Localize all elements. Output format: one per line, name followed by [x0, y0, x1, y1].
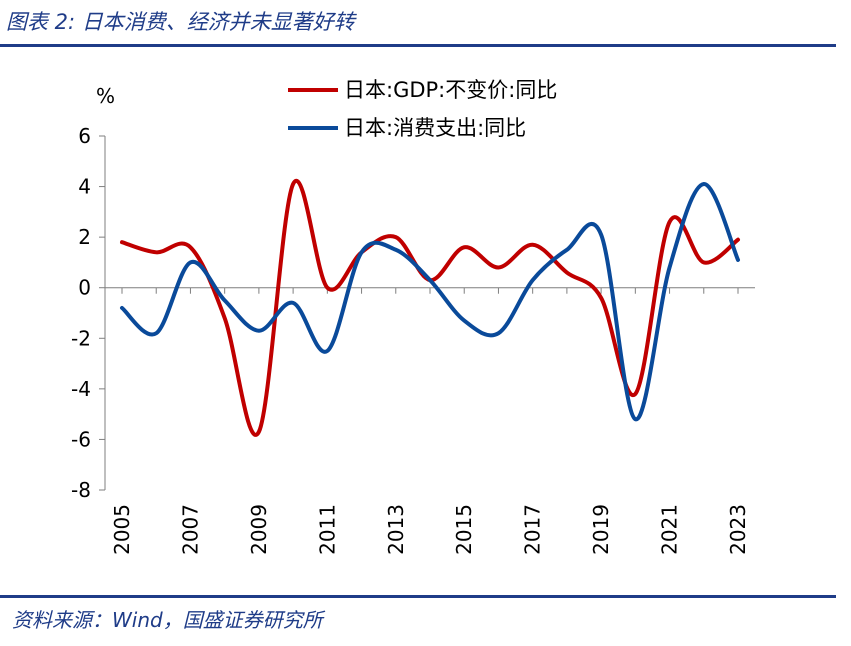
- series-line-consumption: [120, 182, 740, 422]
- legend: 日本:GDP:不变价:同比 日本:消费支出:同比: [288, 78, 557, 140]
- x-tick-label: 2017: [521, 504, 545, 555]
- x-tick-label: 2019: [589, 504, 613, 555]
- x-tick-label: 2015: [452, 504, 476, 555]
- y-unit-label: %: [96, 84, 115, 108]
- x-tick-label: 2011: [315, 504, 339, 555]
- x-tick-label: 2007: [178, 504, 202, 555]
- y-tick-label: 4: [78, 175, 91, 199]
- y-tick-label: -2: [71, 326, 91, 350]
- top-rule: [0, 44, 836, 47]
- y-tick-label: -4: [71, 377, 91, 401]
- x-tick-label: 2021: [658, 504, 682, 555]
- y-tick-label: 6: [78, 124, 91, 148]
- legend-label-gdp: 日本:GDP:不变价:同比: [344, 78, 557, 102]
- bottom-rule: [0, 595, 836, 598]
- x-tick-label: 2009: [247, 504, 271, 555]
- y-tick-label: -6: [71, 427, 91, 451]
- source-note: 资料来源：Wind，国盛证券研究所: [12, 608, 323, 632]
- x-tick-label: 2013: [384, 504, 408, 555]
- axes: 6 4 2 0 -2 -4 -6 -8 2005 2007 2009 2011 2013 2015 2017…: [71, 124, 755, 555]
- figure-title: 图表 2: 日本消费、经济并未显著好转: [6, 10, 355, 34]
- x-tick-label: 2005: [110, 504, 134, 555]
- y-tick-label: 0: [78, 276, 91, 300]
- legend-label-consumption: 日本:消费支出:同比: [344, 116, 526, 140]
- x-tick-label: 2023: [726, 504, 750, 555]
- series-layer: [120, 178, 740, 437]
- y-tick-label: 2: [78, 225, 91, 249]
- y-tick-label: -8: [71, 478, 91, 502]
